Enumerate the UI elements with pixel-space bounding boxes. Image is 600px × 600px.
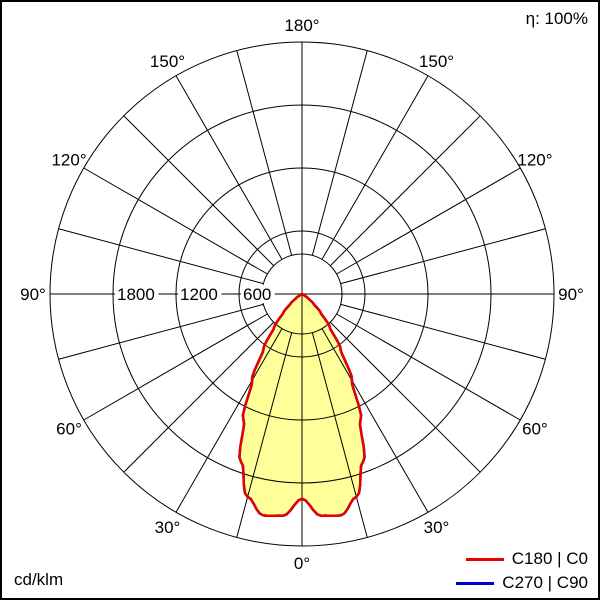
svg-text:1200: 1200 — [180, 285, 218, 304]
svg-text:150°: 150° — [150, 52, 185, 71]
legend-item-c180-c0: C180 | C0 — [456, 549, 588, 569]
svg-text:90°: 90° — [558, 285, 584, 304]
legend-line-red-icon — [465, 557, 504, 561]
legend-item-c270-c90: C270 | C90 — [456, 573, 588, 593]
svg-text:600: 600 — [243, 285, 271, 304]
svg-text:1800: 1800 — [117, 285, 155, 304]
legend-label-c270-c90: C270 | C90 — [502, 573, 588, 592]
efficiency-label: η: 100% — [525, 9, 588, 28]
svg-text:150°: 150° — [419, 52, 454, 71]
unit-label: cd/klm — [14, 570, 64, 589]
svg-text:120°: 120° — [517, 151, 552, 170]
svg-text:30°: 30° — [155, 518, 181, 537]
svg-text:30°: 30° — [424, 518, 450, 537]
svg-text:60°: 60° — [522, 420, 548, 439]
svg-text:180°: 180° — [284, 16, 319, 35]
svg-text:90°: 90° — [20, 285, 46, 304]
legend-label-c180-c0: C180 | C0 — [511, 549, 588, 568]
svg-text:60°: 60° — [56, 420, 82, 439]
svg-text:0°: 0° — [294, 554, 310, 573]
svg-text:120°: 120° — [51, 151, 86, 170]
legend: C180 | C0 C270 | C90 — [456, 549, 588, 593]
legend-line-blue-icon — [456, 581, 495, 585]
